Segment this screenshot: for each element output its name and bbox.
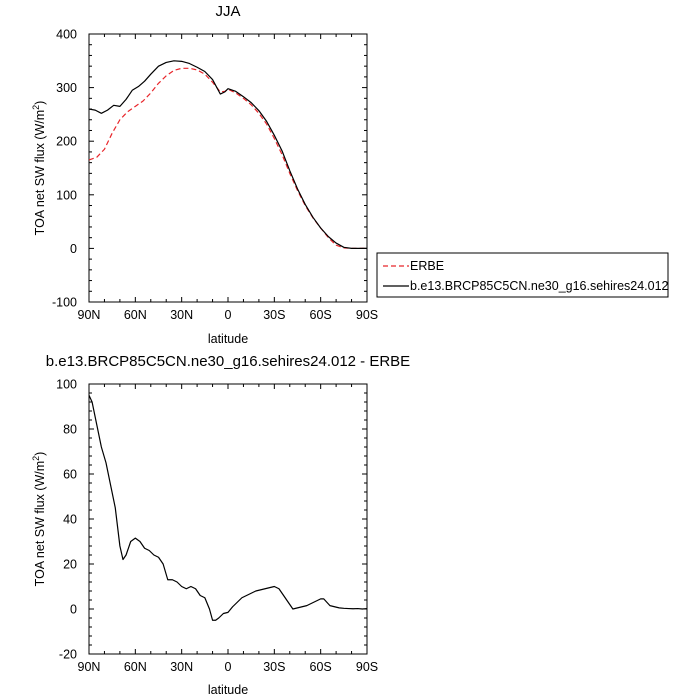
bottom-panel-title: b.e13.BRCP85C5CN.ne30_g16.sehires24.012 … xyxy=(46,353,410,370)
top-x-tick-label: 0 xyxy=(225,308,232,322)
bottom-plot-ticks: 90N 60N 30N 0 30S 60S 90S 100 80 60 40 20 0 -20 xyxy=(56,378,378,675)
bottom-y-tick-label: 40 xyxy=(63,513,77,527)
top-plot-frame xyxy=(88,33,368,303)
top-x-tick-label: 60S xyxy=(310,308,332,322)
bottom-plot-frame xyxy=(88,383,368,655)
top-x-tick-label: 30N xyxy=(170,308,193,322)
bottom-y-tick-label: 60 xyxy=(63,468,77,482)
bottom-plot-series xyxy=(88,395,368,621)
top-y-tick-label: 0 xyxy=(70,242,77,256)
top-series-line-1 xyxy=(88,60,367,249)
top-y-tick-label: -100 xyxy=(52,296,77,310)
bottom-series-line-0 xyxy=(88,395,368,621)
bottom-x-tick-label: 90S xyxy=(356,660,378,674)
legend: ERBE b.e13.BRCP85C5CN.ne30_g16.sehires24… xyxy=(376,252,669,298)
top-x-tick-label: 30S xyxy=(263,308,285,322)
legend-label-erbe: ERBE xyxy=(410,259,444,273)
bottom-y-tick-label: 0 xyxy=(70,603,77,617)
bottom-x-tick-label: 30N xyxy=(170,660,193,674)
top-series-line-0 xyxy=(88,67,367,249)
legend-box xyxy=(376,252,669,298)
top-panel: JJA 90N 60N 30N 0 30S 60S 90S 400 300 200 100 0 -100… xyxy=(31,3,669,346)
top-y-tick-label: 300 xyxy=(56,81,77,95)
top-plot-ticks: 90N 60N 30N 0 30S 60S 90S 400 300 200 100 0 -100 xyxy=(52,28,378,323)
legend-label-model: b.e13.BRCP85C5CN.ne30_g16.sehires24.012 xyxy=(410,279,669,293)
bottom-x-tick-label: 0 xyxy=(225,660,232,674)
top-plot-series xyxy=(88,60,367,249)
bottom-x-tick-label: 60N xyxy=(124,660,147,674)
bottom-y-tick-label: 80 xyxy=(63,423,77,437)
bottom-y-axis-label: TOA net SW flux (W/m2) xyxy=(31,452,47,587)
top-x-axis-label: latitude xyxy=(208,332,248,346)
bottom-y-tick-label: -20 xyxy=(59,648,77,662)
bottom-x-tick-label: 30S xyxy=(263,660,285,674)
top-panel-title: JJA xyxy=(215,3,240,20)
bottom-panel: b.e13.BRCP85C5CN.ne30_g16.sehires24.012 … xyxy=(31,353,410,697)
bottom-y-tick-label: 20 xyxy=(63,558,77,572)
bottom-y-tick-label: 100 xyxy=(56,378,77,392)
top-y-tick-label: 200 xyxy=(56,135,77,149)
bottom-x-tick-label: 60S xyxy=(310,660,332,674)
bottom-x-tick-label: 90N xyxy=(78,660,101,674)
top-x-tick-label: 90S xyxy=(356,308,378,322)
top-y-axis-label: TOA net SW flux (W/m2) xyxy=(31,101,47,236)
top-y-tick-label: 100 xyxy=(56,188,77,202)
top-x-tick-label: 90N xyxy=(78,308,101,322)
top-y-tick-label: 400 xyxy=(56,28,77,42)
bottom-x-axis-label: latitude xyxy=(208,683,248,697)
top-x-tick-label: 60N xyxy=(124,308,147,322)
